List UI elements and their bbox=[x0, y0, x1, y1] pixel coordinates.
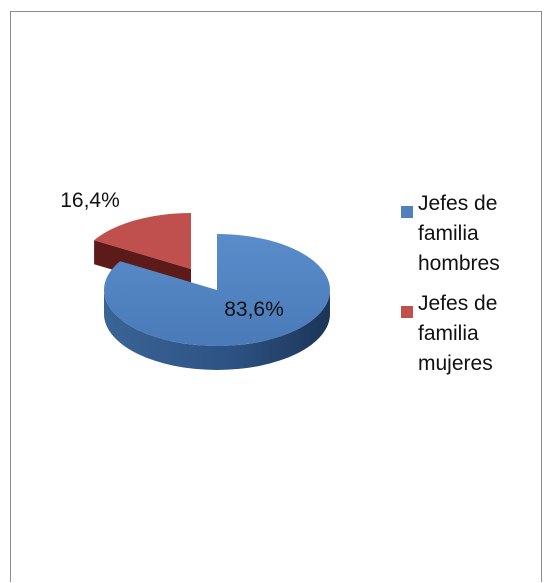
data-label-hombres: 83,6% bbox=[224, 298, 284, 321]
pie-side-hombres bbox=[104, 290, 330, 370]
pie-slice-mujeres bbox=[94, 213, 191, 269]
legend-swatch-hombres bbox=[401, 206, 413, 218]
legend-item-hombres: Jefes de familia hombres bbox=[401, 189, 541, 279]
legend-swatch-mujeres bbox=[401, 306, 413, 318]
legend-label-hombres: Jefes de familia hombres bbox=[418, 192, 500, 275]
legend-item-mujeres: Jefes de familia mujeres bbox=[401, 289, 541, 379]
legend: Jefes de familia hombres Jefes de famili… bbox=[401, 189, 541, 389]
legend-label-mujeres: Jefes de familia mujeres bbox=[418, 292, 498, 375]
data-label-mujeres: 16,4% bbox=[60, 189, 120, 212]
pie-slice-hombres bbox=[103, 234, 330, 347]
